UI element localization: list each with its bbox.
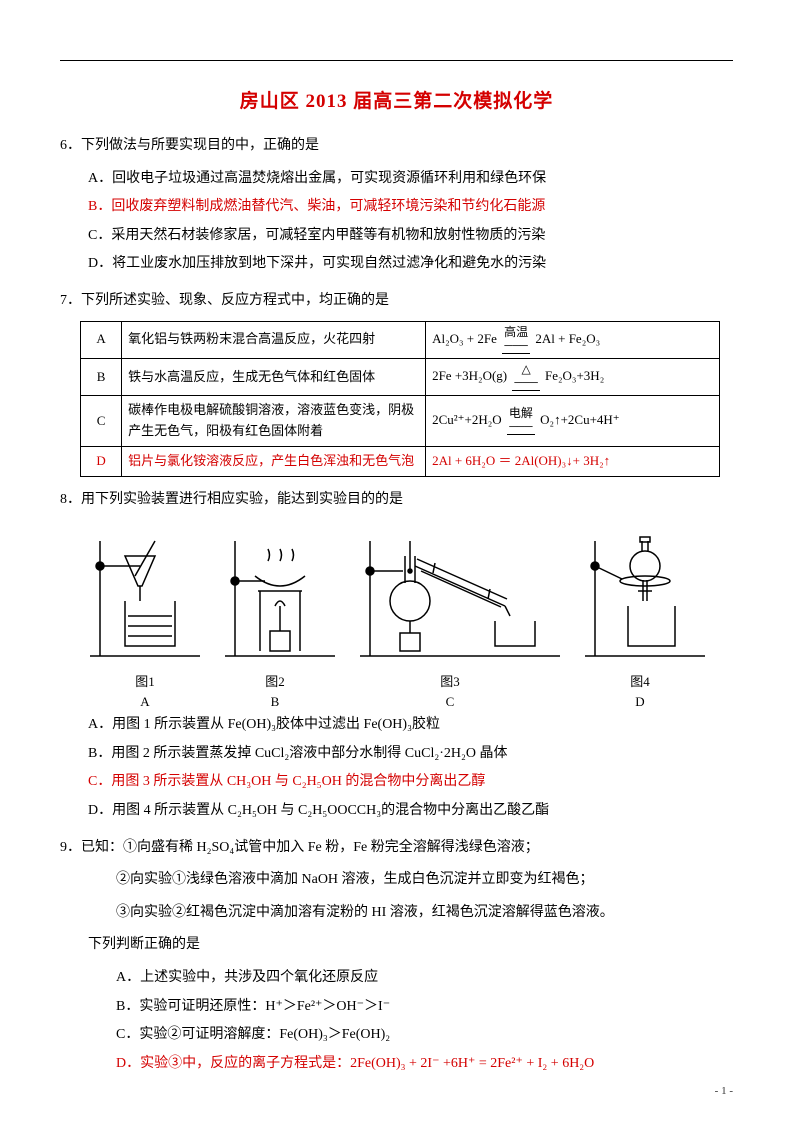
q9-opt-d: D．实验③中，反应的离子方程式是：2Fe(OH)₃ + 2I⁻ +6H⁺ = 2… <box>116 1051 733 1078</box>
page-number: - 1 - <box>715 1085 733 1097</box>
fig4-label: 图4 <box>560 671 720 690</box>
q6-stem: 6．下列做法与所要实现目的中，正确的是 <box>60 133 733 160</box>
fig1-icon <box>90 541 200 656</box>
table-row: C 碳棒作电极电解硫酸铜溶液，溶液蓝色变浅，阴极产生无色气，阳极有红色固体附着 … <box>81 396 720 447</box>
table-row: A 氧化铝与铁两粉末混合高温反应，火花四射 Al₂O₃ + 2Fe 高温─── … <box>81 321 720 358</box>
eq-left: 2Cu²⁺+2H₂O <box>432 412 502 427</box>
table-row: D 铝片与氯化铵溶液反应，产生白色浑浊和无色气泡 2Al + 6H₂O ＝ 2A… <box>81 446 720 476</box>
q7-stem: 7．下列所述实验、现象、反应方程式中，均正确的是 <box>60 288 733 315</box>
q7-c-desc: 碳棒作电极电解硫酸铜溶液，溶液蓝色变浅，阴极产生无色气，阳极有红色固体附着 <box>122 396 426 447</box>
q8-label-c: C <box>340 694 560 710</box>
question-9: 9．已知：①向盛有稀 H₂SO₄试管中加入 Fe 粉，Fe 粉完全溶解得浅绿色溶… <box>60 835 733 1078</box>
eq-arrow: ─── <box>514 377 537 389</box>
q8-label-a: A <box>80 694 210 710</box>
q6-opt-d: D．将工业废水加压排放到地下深井，可实现自然过滤净化和避免水的污染 <box>88 251 733 278</box>
q8-opt-a: A．用图 1 所示装置从 Fe(OH)₃胶体中过滤出 Fe(OH)₃胶粒 <box>88 712 733 739</box>
q9-line2: ②向实验①浅绿色溶液中滴加 NaOH 溶液，生成白色沉淀并立即变为红褐色； <box>60 867 733 894</box>
q8-opt-b: B．用图 2 所示装置蒸发掉 CuCl₂溶液中部分水制得 CuCl₂·2H₂O … <box>88 741 733 768</box>
q8-label-b: B <box>210 694 340 710</box>
eq-arrow: ─── <box>509 421 532 433</box>
eq-right: Fe₂O₃+3H₂ <box>545 368 604 383</box>
table-row: B 铁与水高温反应，生成无色气体和红色固体 2Fe +3H₂O(g) △─── … <box>81 358 720 395</box>
question-6: 6．下列做法与所要实现目的中，正确的是 A．回收电子垃圾通过高温焚烧熔出金属，可… <box>60 133 733 278</box>
q7-a-eq: Al₂O₃ + 2Fe 高温─── 2Al + Fe₂O₃ <box>426 321 720 358</box>
q8-abcd: A B C D <box>80 694 720 710</box>
q9-substem: 下列判断正确的是 <box>60 932 733 959</box>
q8-stem: 8．用下列实验装置进行相应实验，能达到实验目的的是 <box>60 487 733 514</box>
q9-opt-a: A．上述实验中，共涉及四个氧化还原反应 <box>116 965 733 992</box>
eq-right: 2Al + Fe₂O₃ <box>535 331 600 346</box>
question-8: 8．用下列实验装置进行相应实验，能达到实验目的的是 <box>60 487 733 825</box>
exam-page: 房山区 2013 届高三第二次模拟化学 6．下列做法与所要实现目的中，正确的是 … <box>0 0 793 1122</box>
fig3-icon <box>360 541 560 656</box>
fig4-icon <box>585 537 705 656</box>
q8-opt-c: C．用图 3 所示装置从 CH₃OH 与 C₂H₅OH 的混合物中分离出乙醇 <box>88 769 733 796</box>
q7-b-desc: 铁与水高温反应，生成无色气体和红色固体 <box>122 358 426 395</box>
q8-opt-d: D．用图 4 所示装置从 C₂H₅OH 与 C₂H₅OOCCH₃的混合物中分离出… <box>88 798 733 825</box>
q7-a-desc: 氧化铝与铁两粉末混合高温反应，火花四射 <box>122 321 426 358</box>
q7-table: A 氧化铝与铁两粉末混合高温反应，火花四射 Al₂O₃ + 2Fe 高温─── … <box>80 321 720 477</box>
top-rule <box>60 60 733 61</box>
question-7: 7．下列所述实验、现象、反应方程式中，均正确的是 A 氧化铝与铁两粉末混合高温反… <box>60 288 733 477</box>
q8-figures <box>80 521 720 671</box>
eq-cond: 高温─── <box>502 326 530 354</box>
fig2-icon <box>225 541 335 656</box>
q6-opt-c: C．采用天然石材装修家居，可减轻室内甲醛等有机物和放射性物质的污染 <box>88 223 733 250</box>
q7-d-eq: 2Al + 6H₂O ＝ 2Al(OH)₃↓+ 3H₂↑ <box>426 446 720 476</box>
eq-cond: 电解─── <box>507 407 535 435</box>
q7-b-eq: 2Fe +3H₂O(g) △─── Fe₂O₃+3H₂ <box>426 358 720 395</box>
q9-line3: ③向实验②红褐色沉淀中滴加溶有淀粉的 HI 溶液，红褐色沉淀溶解得蓝色溶液。 <box>60 900 733 927</box>
cond-text: 电解 <box>509 406 533 420</box>
eq-left: 2Fe +3H₂O(g) <box>432 368 507 383</box>
q9-opt-c: C．实验②可证明溶解度：Fe(OH)₃＞Fe(OH)₂ <box>116 1022 733 1049</box>
q7-b-label: B <box>81 358 122 395</box>
q9-opt-b: B．实验可证明还原性：H⁺＞Fe²⁺＞OH⁻＞I⁻ <box>116 994 733 1021</box>
cond-text: 高温 <box>504 325 528 339</box>
eq-left: Al₂O₃ + 2Fe <box>432 331 497 346</box>
q8-options: A．用图 1 所示装置从 Fe(OH)₃胶体中过滤出 Fe(OH)₃胶粒 B．用… <box>60 712 733 824</box>
q6-opt-b: B．回收废弃塑料制成燃油替代汽、柴油，可减轻环境污染和节约化石能源 <box>88 194 733 221</box>
q7-a-label: A <box>81 321 122 358</box>
q9-stem: 9．已知：①向盛有稀 H₂SO₄试管中加入 Fe 粉，Fe 粉完全溶解得浅绿色溶… <box>60 835 733 862</box>
cond-text: △ <box>521 362 530 376</box>
fig1-label: 图1 <box>80 671 210 690</box>
eq-cond: △─── <box>512 363 539 391</box>
q8-fig-labels: 图1 图2 图3 图4 <box>80 671 720 690</box>
apparatus-svg <box>80 521 720 671</box>
q7-d-label: D <box>81 446 122 476</box>
fig3-label: 图3 <box>340 671 560 690</box>
q7-c-label: C <box>81 396 122 447</box>
q7-c-eq: 2Cu²⁺+2H₂O 电解─── O₂↑+2Cu+4H⁺ <box>426 396 720 447</box>
q6-opt-a: A．回收电子垃圾通过高温焚烧熔出金属，可实现资源循环利用和绿色环保 <box>88 166 733 193</box>
page-title: 房山区 2013 届高三第二次模拟化学 <box>60 86 733 113</box>
q9-options: A．上述实验中，共涉及四个氧化还原反应 B．实验可证明还原性：H⁺＞Fe²⁺＞O… <box>60 965 733 1077</box>
eq-right: O₂↑+2Cu+4H⁺ <box>540 412 620 427</box>
q7-d-desc: 铝片与氯化铵溶液反应，产生白色浑浊和无色气泡 <box>122 446 426 476</box>
eq-arrow: ─── <box>504 340 527 352</box>
q8-label-d: D <box>560 694 720 710</box>
q6-options: A．回收电子垃圾通过高温焚烧熔出金属，可实现资源循环利用和绿色环保 B．回收废弃… <box>60 166 733 278</box>
fig2-label: 图2 <box>210 671 340 690</box>
